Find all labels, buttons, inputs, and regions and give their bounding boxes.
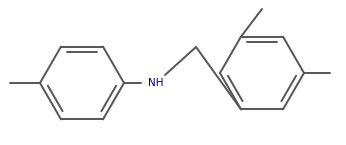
Text: NH: NH <box>148 78 164 88</box>
